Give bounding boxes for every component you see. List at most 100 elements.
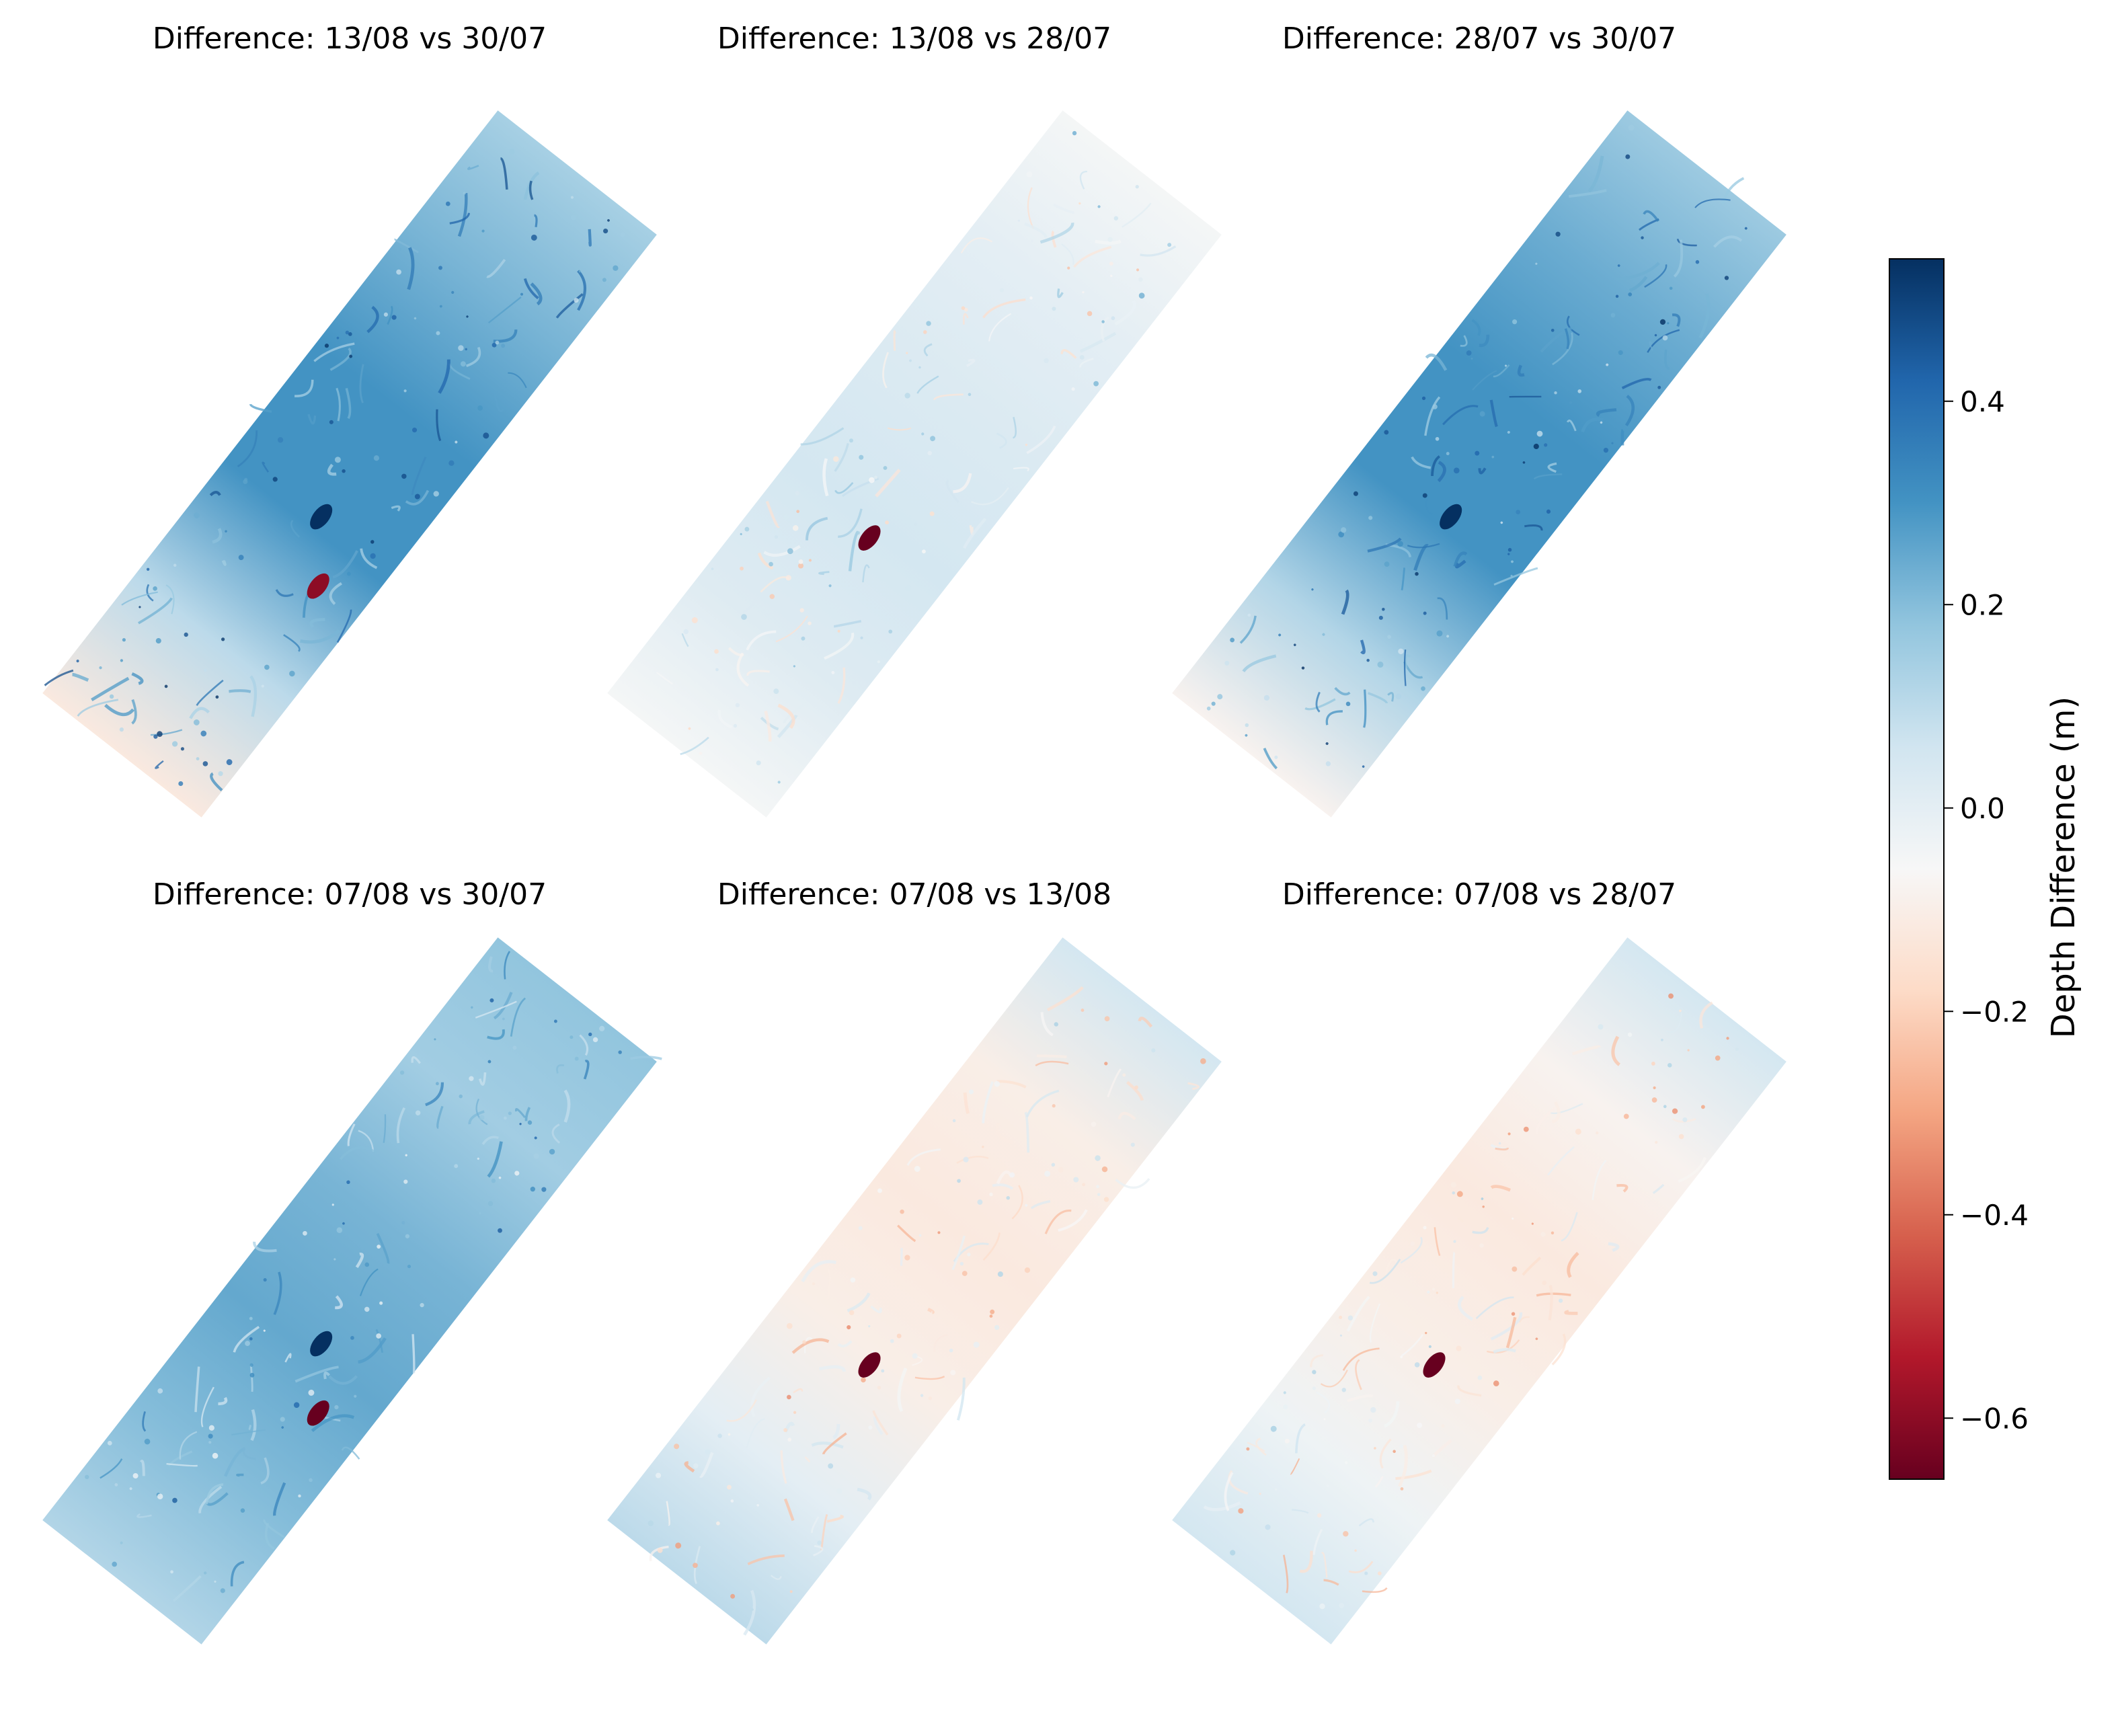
speckle-point — [756, 760, 761, 766]
surface-ridge — [1315, 691, 1321, 713]
speckle-point — [407, 1265, 411, 1269]
surface-ridge — [1493, 567, 1538, 586]
surface-ridge — [1533, 473, 1563, 480]
surface-ridge — [1505, 1316, 1517, 1349]
surface-ridge — [1321, 1552, 1328, 1578]
surface-ridge — [838, 508, 863, 538]
speckle-point — [155, 638, 161, 644]
speckle-point — [914, 1166, 920, 1172]
surface-ridge — [523, 278, 539, 300]
surface-ridge — [832, 1423, 840, 1439]
speckle-point — [1096, 1185, 1099, 1189]
surface-ridge — [411, 457, 427, 496]
speckle-point — [1507, 553, 1510, 555]
surface-ridge — [1522, 1257, 1542, 1276]
speckle-point — [298, 1494, 301, 1498]
surface-ridge — [237, 430, 258, 468]
surface-ridge — [273, 1271, 282, 1315]
speckle-point — [403, 389, 407, 393]
surface-ridge — [1367, 692, 1388, 704]
surface-ridge — [1405, 654, 1411, 669]
speckle-point — [787, 1394, 791, 1400]
surface-ridge — [897, 1368, 908, 1413]
depth-difference-map — [1172, 937, 1787, 1645]
surface-ridge — [1540, 325, 1575, 353]
surface-ridge — [1490, 1185, 1511, 1192]
surface-ridge — [1360, 639, 1366, 655]
surface-ridge — [875, 469, 901, 498]
surface-ridge — [487, 1141, 503, 1178]
surface-ridge — [873, 1416, 884, 1435]
speckle-point — [454, 1164, 459, 1169]
speckle-point — [1343, 1531, 1349, 1537]
speckle-point — [1368, 1418, 1372, 1423]
surface-ridge — [1040, 1012, 1054, 1037]
speckle-point — [1695, 260, 1700, 264]
speckle-point — [973, 1341, 980, 1348]
surface-ridge — [290, 520, 300, 538]
speckle-point — [1617, 264, 1620, 267]
speckle-point — [399, 1070, 405, 1075]
speckle-point — [1654, 333, 1657, 337]
surface-ridge — [528, 180, 534, 200]
surface-ridge — [146, 584, 154, 602]
surface-ridge — [680, 736, 709, 756]
speckle-point — [132, 1472, 139, 1479]
surface-ridge — [1581, 418, 1604, 433]
surface-ridge — [933, 1333, 948, 1353]
surface-ridge — [870, 1305, 882, 1314]
speckle-point — [1095, 1155, 1101, 1161]
surface-ridge — [912, 1355, 923, 1366]
speckle-point — [808, 621, 812, 625]
speckle-point — [391, 315, 397, 320]
speckle-point — [1453, 467, 1460, 474]
speckle-point — [1339, 1334, 1342, 1337]
speckle-point — [212, 1452, 219, 1459]
surface-ridge — [1316, 1391, 1331, 1414]
panel-title: Difference: 13/08 vs 28/07 — [717, 22, 1111, 56]
surface-ridge — [1058, 1209, 1088, 1232]
speckle-point — [930, 436, 936, 442]
surface-ridge — [449, 212, 471, 225]
surface-ridge — [783, 702, 808, 723]
speckle-point — [463, 192, 466, 195]
surface-ridge — [1489, 399, 1498, 428]
surface-ridge — [359, 364, 364, 403]
surface-ridge — [1566, 315, 1580, 336]
speckle-point — [1398, 648, 1404, 655]
surface-ridge — [1057, 288, 1064, 299]
speckle-point — [1678, 1134, 1684, 1140]
surface-ridge — [1629, 276, 1648, 292]
surface-ridge — [783, 1498, 795, 1522]
speckle-point — [451, 290, 455, 294]
surface-ridge — [1673, 239, 1684, 278]
speckle-point — [184, 632, 188, 637]
surface-ridge — [1362, 1587, 1388, 1593]
surface-ridge — [684, 1461, 695, 1473]
speckle-point — [1006, 1195, 1010, 1200]
speckle-point — [364, 1306, 370, 1312]
surface-ridge — [510, 997, 526, 1037]
surface-ridge — [1138, 1017, 1153, 1028]
surface-ridge — [467, 165, 479, 170]
surface-ridge — [391, 505, 401, 512]
speckle-point — [959, 1261, 964, 1266]
speckle-point — [122, 638, 126, 642]
speckle-point — [1663, 1105, 1667, 1109]
speckle-point — [1427, 1290, 1430, 1294]
speckle-point — [1399, 1444, 1403, 1448]
surface-ridge — [1290, 1458, 1300, 1475]
speckle-point — [1456, 1345, 1462, 1351]
speckle-point — [1668, 1063, 1672, 1068]
speckle-point — [904, 585, 911, 592]
surface-ridge — [1358, 1518, 1374, 1527]
surface-ridge — [332, 550, 358, 579]
surface-ridge — [1312, 1528, 1323, 1555]
surface-ridge — [131, 699, 137, 725]
speckle-point — [717, 1433, 722, 1438]
speckle-point — [1029, 296, 1033, 300]
speckle-point — [348, 332, 352, 336]
speckle-point — [574, 1056, 579, 1061]
speckle-point — [796, 510, 800, 514]
strip-surface — [607, 110, 1222, 818]
